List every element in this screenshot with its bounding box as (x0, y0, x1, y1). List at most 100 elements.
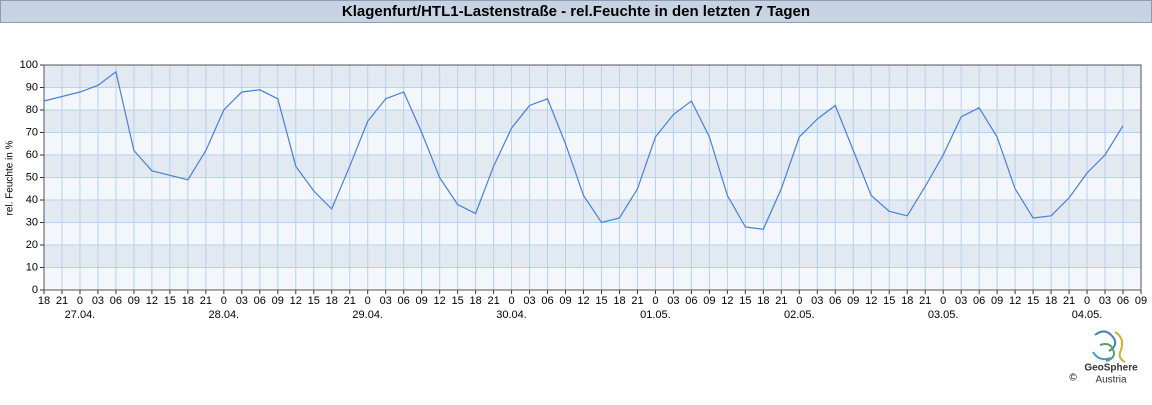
date-label: 28.04. (209, 309, 240, 321)
grid-band (44, 87, 1141, 110)
x-tick-label: 15 (451, 295, 463, 307)
x-tick-label: 0 (652, 295, 658, 307)
x-tick-label: 06 (973, 295, 985, 307)
x-tick-label: 18 (469, 295, 481, 307)
y-tick-label: 0 (32, 284, 38, 296)
x-tick-label: 12 (290, 295, 302, 307)
y-tick-label: 80 (26, 104, 38, 116)
grid-band (44, 155, 1141, 178)
x-tick-label: 03 (1099, 295, 1111, 307)
x-tick-label: 03 (811, 295, 823, 307)
x-tick-label: 03 (955, 295, 967, 307)
grid-band (44, 222, 1141, 245)
x-tick-label: 12 (865, 295, 877, 307)
x-tick-label: 09 (272, 295, 284, 307)
y-tick-label: 60 (26, 149, 38, 161)
brand: GeoSphere (1084, 363, 1138, 374)
x-tick-label: 03 (380, 295, 392, 307)
y-tick-label: 10 (26, 261, 38, 273)
grid-band (44, 110, 1141, 133)
x-tick-label: 0 (509, 295, 515, 307)
x-tick-label: 15 (308, 295, 320, 307)
date-label: 27.04. (65, 309, 96, 321)
x-tick-label: 06 (685, 295, 697, 307)
y-tick-label: 40 (26, 194, 38, 206)
x-tick-label: 0 (1084, 295, 1090, 307)
y-tick-label: 90 (26, 81, 38, 93)
y-tick-label: 100 (20, 59, 38, 71)
grid-band (44, 65, 1141, 88)
x-tick-label: 15 (1027, 295, 1039, 307)
x-tick-label: 12 (146, 295, 158, 307)
y-tick-label: 20 (26, 239, 38, 251)
chart-title: Klagenfurt/HTL1-Lastenstraße - rel.Feuch… (342, 3, 810, 20)
x-tick-label: 0 (221, 295, 227, 307)
x-tick-label: 12 (721, 295, 733, 307)
x-tick-label: 12 (434, 295, 446, 307)
copyright: © (1069, 373, 1077, 384)
x-tick-label: 0 (796, 295, 802, 307)
x-tick-label: 18 (182, 295, 194, 307)
date-label: 03.05. (928, 309, 959, 321)
x-tick-label: 06 (1117, 295, 1129, 307)
x-tick-label: 09 (416, 295, 428, 307)
x-tick-label: 06 (541, 295, 553, 307)
x-tick-label: 18 (901, 295, 913, 307)
x-tick-label: 21 (1063, 295, 1075, 307)
x-tick-label: 18 (1045, 295, 1057, 307)
y-tick-label: 70 (26, 126, 38, 138)
x-tick-label: 18 (613, 295, 625, 307)
x-tick-label: 03 (523, 295, 535, 307)
x-tick-label: 21 (344, 295, 356, 307)
grid-band (44, 200, 1141, 223)
x-tick-label: 06 (110, 295, 122, 307)
x-tick-label: 21 (919, 295, 931, 307)
x-tick-label: 06 (829, 295, 841, 307)
grid-band (44, 267, 1141, 290)
date-label: 04.05. (1072, 309, 1103, 321)
logo (1092, 330, 1126, 363)
x-tick-label: 06 (254, 295, 266, 307)
x-tick-label: 21 (631, 295, 643, 307)
x-tick-label: 15 (739, 295, 751, 307)
x-tick-label: 03 (667, 295, 679, 307)
grid-band (44, 177, 1141, 200)
x-tick-label: 03 (236, 295, 248, 307)
x-tick-label: 15 (883, 295, 895, 307)
x-tick-label: 12 (577, 295, 589, 307)
y-tick-label: 50 (26, 171, 38, 183)
date-label: 01.05. (640, 309, 671, 321)
date-label: 30.04. (496, 309, 527, 321)
x-tick-label: 15 (595, 295, 607, 307)
x-tick-label: 21 (775, 295, 787, 307)
x-tick-label: 09 (1135, 295, 1147, 307)
x-tick-label: 0 (365, 295, 371, 307)
x-tick-label: 09 (847, 295, 859, 307)
x-tick-label: 09 (128, 295, 140, 307)
x-tick-label: 18 (326, 295, 338, 307)
x-tick-label: 06 (398, 295, 410, 307)
x-tick-label: 09 (703, 295, 715, 307)
x-tick-label: 0 (940, 295, 946, 307)
x-tick-label: 21 (56, 295, 68, 307)
date-label: 02.05. (784, 309, 815, 321)
x-tick-label: 21 (200, 295, 212, 307)
grid-band (44, 132, 1141, 155)
x-tick-label: 03 (92, 295, 104, 307)
x-tick-label: 18 (38, 295, 50, 307)
x-tick-label: 0 (77, 295, 83, 307)
x-tick-label: 09 (991, 295, 1003, 307)
x-tick-label: 09 (559, 295, 571, 307)
grid-band (44, 245, 1141, 268)
y-tick-label: 30 (26, 216, 38, 228)
x-tick-label: 12 (1009, 295, 1021, 307)
data-line (43, 70, 1124, 230)
y-axis-label: rel. Feuchte in % (5, 140, 16, 215)
x-tick-label: 18 (757, 295, 769, 307)
plot-frame (43, 64, 1142, 291)
date-label: 29.04. (352, 309, 383, 321)
x-tick-label: 21 (487, 295, 499, 307)
x-tick-label: 15 (164, 295, 176, 307)
